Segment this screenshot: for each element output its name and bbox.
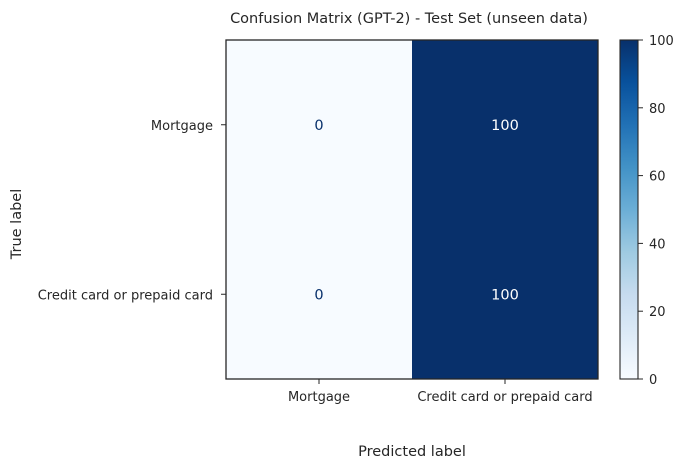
cell-r0-c1	[412, 40, 598, 210]
colorbar-tick-label: 0	[649, 373, 657, 388]
row-tick-label: Mortgage	[151, 119, 213, 134]
cell-r0-c0	[226, 40, 412, 210]
cell-value-labels: 0 100 0 100	[314, 118, 518, 304]
row-tick-labels: Mortgage Credit card or prepaid card	[38, 119, 226, 303]
cell-value-r0-c0: 0	[314, 118, 323, 134]
column-tick-label: Mortgage	[288, 390, 350, 405]
colorbar	[619, 39, 639, 380]
colorbar-tick-label: 40	[649, 237, 666, 252]
cell-r1-c0	[226, 209, 412, 379]
colorbar-ticks: 0 20 40 60 80 100	[638, 34, 674, 388]
column-tick-labels: Mortgage Credit card or prepaid card	[288, 379, 593, 405]
colorbar-tick-label: 100	[649, 34, 674, 49]
x-axis-label: Predicted label	[358, 444, 466, 460]
chart-title: Confusion Matrix (GPT-2) - Test Set (uns…	[230, 11, 588, 27]
colorbar-tick-label: 60	[649, 170, 666, 185]
row-tick-label: Credit card or prepaid card	[38, 288, 213, 303]
heatmap-cells	[226, 40, 598, 379]
cell-value-r1-c1: 100	[491, 287, 519, 303]
y-axis-label: True label	[9, 189, 25, 260]
plot-frame	[225, 39, 599, 380]
column-tick-label: Credit card or prepaid card	[417, 390, 592, 405]
colorbar-tick-label: 20	[649, 305, 666, 320]
colorbar-tick-label: 80	[649, 102, 666, 117]
cell-value-r1-c0: 0	[314, 287, 323, 303]
cell-r1-c1	[412, 209, 598, 379]
cell-value-r0-c1: 100	[491, 118, 519, 134]
